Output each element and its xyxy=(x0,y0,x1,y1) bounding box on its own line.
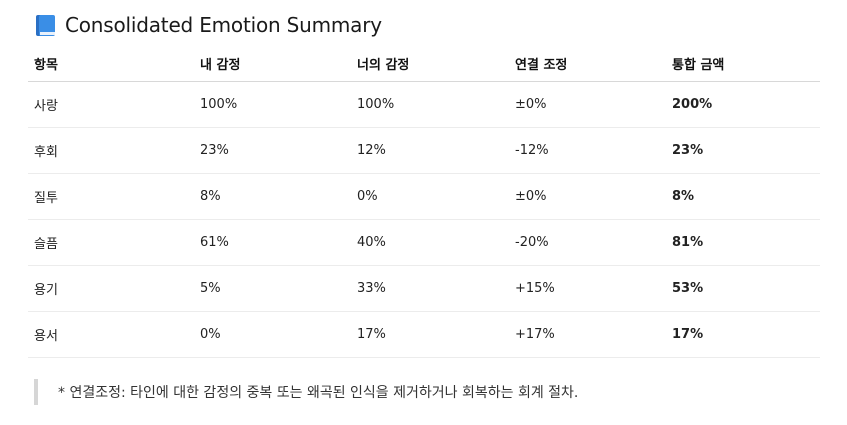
cell-my-emotion: 8% xyxy=(194,173,351,220)
cell-item: 슬픔 xyxy=(28,219,194,266)
table-header-row: 항목 내 감정 너의 감정 연결 조정 통합 금액 xyxy=(28,45,820,82)
emotion-summary-table: 항목 내 감정 너의 감정 연결 조정 통합 금액 사랑 100% 100% ±… xyxy=(28,45,820,358)
table-row: 용기 5% 33% +15% 53% xyxy=(28,265,820,312)
table-row: 용서 0% 17% +17% 17% xyxy=(28,311,820,358)
cell-item: 용서 xyxy=(28,311,194,358)
cell-your-emotion: 33% xyxy=(351,265,509,312)
header-adjustment: 연결 조정 xyxy=(509,45,666,82)
cell-your-emotion: 12% xyxy=(351,127,509,174)
footnote-text: * 연결조정: 타인에 대한 감정의 중복 또는 왜곡된 인식을 제거하거나 회… xyxy=(58,385,579,401)
cell-my-emotion: 5% xyxy=(194,265,351,312)
cell-my-emotion: 0% xyxy=(194,311,351,358)
header-total: 통합 금액 xyxy=(666,45,820,82)
page-title: Consolidated Emotion Summary xyxy=(65,13,382,37)
cell-item: 사랑 xyxy=(28,81,194,128)
header-your-emotion: 너의 감정 xyxy=(351,45,509,82)
table-row: 질투 8% 0% ±0% 8% xyxy=(28,173,820,220)
cell-item: 용기 xyxy=(28,265,194,312)
cell-adjustment: +17% xyxy=(509,311,666,358)
cell-item: 후회 xyxy=(28,127,194,174)
cell-my-emotion: 23% xyxy=(194,127,351,174)
table-row: 사랑 100% 100% ±0% 200% xyxy=(28,81,820,128)
cell-total: 17% xyxy=(666,311,820,358)
book-icon xyxy=(36,14,55,36)
header-my-emotion: 내 감정 xyxy=(194,45,351,82)
cell-adjustment: -12% xyxy=(509,127,666,174)
cell-adjustment: +15% xyxy=(509,265,666,312)
cell-adjustment: -20% xyxy=(509,219,666,266)
cell-total: 200% xyxy=(666,81,820,128)
page-heading: Consolidated Emotion Summary xyxy=(36,10,382,40)
cell-my-emotion: 61% xyxy=(194,219,351,266)
header-item: 항목 xyxy=(28,45,194,82)
cell-your-emotion: 0% xyxy=(351,173,509,220)
cell-total: 8% xyxy=(666,173,820,220)
cell-adjustment: ±0% xyxy=(509,173,666,220)
cell-your-emotion: 40% xyxy=(351,219,509,266)
cell-total: 81% xyxy=(666,219,820,266)
table-row: 슬픔 61% 40% -20% 81% xyxy=(28,219,820,266)
cell-your-emotion: 17% xyxy=(351,311,509,358)
cell-my-emotion: 100% xyxy=(194,81,351,128)
cell-total: 53% xyxy=(666,265,820,312)
footnote-quote: * 연결조정: 타인에 대한 감정의 중복 또는 왜곡된 인식을 제거하거나 회… xyxy=(34,379,578,405)
table-row: 후회 23% 12% -12% 23% xyxy=(28,127,820,174)
cell-your-emotion: 100% xyxy=(351,81,509,128)
cell-adjustment: ±0% xyxy=(509,81,666,128)
cell-item: 질투 xyxy=(28,173,194,220)
cell-total: 23% xyxy=(666,127,820,174)
